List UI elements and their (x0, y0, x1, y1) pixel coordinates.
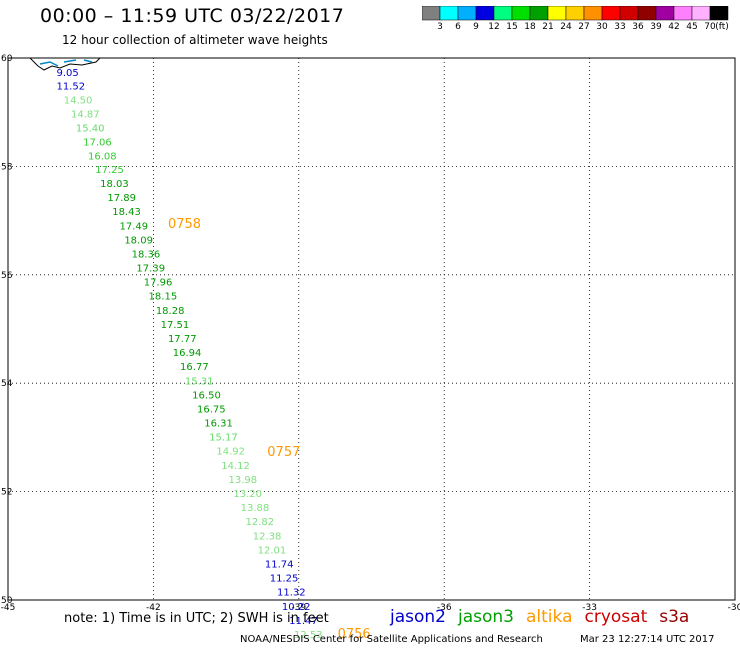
plot-frame (7, 57, 736, 601)
colorbar-tick-label: 39 (650, 22, 662, 32)
time-label: 0756 (338, 627, 371, 642)
data-point-label: 13.20 (233, 489, 262, 500)
colorbar-tick-label: 15 (506, 22, 518, 32)
data-point-label: 9.05 (56, 68, 78, 79)
x-tick-label: -39 (291, 603, 306, 613)
colorbar-tick-label: 3 (437, 22, 443, 32)
time-label: 0758 (168, 217, 201, 232)
colorbar-tick-label: 21 (542, 22, 554, 32)
data-point-label: 18.15 (149, 292, 178, 303)
footer-credit: NOAA/NESDIS Center for Satellite Applica… (240, 634, 543, 645)
data-point-label: 16.94 (173, 348, 202, 359)
data-point-label: 11.32 (277, 588, 306, 599)
data-point-label: 16.75 (197, 404, 226, 415)
x-tick-label: -42 (146, 603, 161, 613)
y-tick-label: 52 (1, 488, 12, 498)
data-point-label: 18.09 (124, 235, 153, 246)
data-point-label: 17.39 (136, 264, 165, 275)
data-point-label: 16.08 (88, 151, 117, 162)
data-point-label: 13.88 (241, 503, 270, 514)
data-point-label: 12.53 (294, 630, 323, 641)
colorbar-tick-label: 45 (686, 22, 698, 32)
colorbar-swatch (709, 6, 729, 21)
data-point-label: 15.17 (209, 433, 238, 444)
data-point-label: 11.25 (270, 574, 299, 585)
data-point-label: 18.28 (156, 306, 185, 317)
colorbar-tick-label: 24 (560, 22, 572, 32)
data-point-label: 11.74 (265, 559, 294, 570)
coastline-shape (28, 57, 102, 71)
colorbar-tick-label: 18 (524, 22, 536, 32)
y-tick-label: 54 (1, 379, 13, 389)
y-tick-label: 60 (1, 54, 13, 64)
colorbar-labels: 3 6 9 12 15 18 21 24 27 30 33 36 39 42 45 70 (ft) (422, 22, 740, 36)
footer-date: Mar 23 12:27:14 UTC 2017 (580, 634, 715, 645)
x-tick-label: -30 (728, 603, 740, 613)
data-point-label: 16.77 (180, 362, 209, 373)
data-point-label: 18.03 (100, 179, 129, 190)
data-point-label: 17.96 (144, 278, 173, 289)
legend-cryosat: cryosat (584, 607, 648, 627)
data-point-label: 14.50 (64, 96, 93, 107)
colorbar-unit: (ft) (715, 22, 729, 32)
colorbar-tick-label: 36 (632, 22, 644, 32)
data-point-label: 12.01 (258, 545, 287, 556)
notes-text: note: 1) Time is in UTC; 2) SWH is in fe… (64, 611, 329, 626)
data-point-label: 12.82 (245, 517, 274, 528)
coastline-ice (39, 59, 93, 67)
data-point-label: 16.31 (204, 419, 233, 430)
data-point-label: 17.51 (161, 320, 190, 331)
x-tick-label: -33 (582, 603, 597, 613)
legend-jason3: jason3 (458, 607, 514, 627)
legend-jason2: jason2 (390, 607, 446, 627)
data-point-label: 17.06 (83, 137, 112, 148)
x-tick-label: -36 (437, 603, 452, 613)
colorbar-tick-label: 42 (668, 22, 680, 32)
data-point-label: 14.92 (216, 447, 245, 458)
data-point-label: 17.49 (119, 221, 148, 232)
y-tick-label: 58 (1, 162, 13, 172)
y-tick-label: 56 (1, 271, 13, 281)
colorbar-tick-label: 30 (596, 22, 608, 32)
data-point-label: 17.77 (168, 334, 197, 345)
colorbar-tick-label: 12 (488, 22, 500, 32)
colorbar-tick-label: 6 (455, 22, 461, 32)
data-point-label: 14.12 (221, 461, 250, 472)
legend-s3a: s3a (659, 607, 690, 627)
data-point-label: 17.89 (107, 193, 136, 204)
colorbar-tick-label: 33 (614, 22, 626, 32)
grid (7, 57, 736, 601)
data-point-label: 13.98 (229, 475, 258, 486)
satellite-legend: jason2 jason3 altika cryosat s3a (390, 607, 701, 627)
colorbar-tick-label: 70 (704, 22, 716, 32)
chart-subtitle: 12 hour collection of altimeter wave hei… (62, 33, 328, 47)
data-point-label: 17.25 (95, 165, 124, 176)
data-point-label: 11.52 (56, 81, 85, 92)
colorbar (422, 6, 729, 21)
time-label: 0757 (267, 445, 300, 460)
data-point-label: 12.38 (253, 531, 282, 542)
x-tick-label: -45 (1, 603, 16, 613)
data-point-label: 14.87 (71, 110, 100, 121)
legend-altika: altika (526, 607, 573, 627)
data-point-label: 10.22 (282, 602, 311, 613)
colorbar-tick-label: 9 (473, 22, 479, 32)
y-tick-label: 50 (1, 596, 13, 606)
data-point-label: 15.31 (185, 376, 214, 387)
data-point-label: 18.43 (112, 207, 141, 218)
colorbar-tick-label: 27 (578, 22, 590, 32)
data-point-label: 16.50 (192, 390, 221, 401)
data-point-label: 15.40 (76, 124, 105, 135)
chart-title: 00:00 – 11:59 UTC 03/22/2017 (40, 5, 345, 27)
data-point-label: 18.36 (132, 249, 161, 260)
data-point-label: 11.47 (289, 616, 318, 627)
